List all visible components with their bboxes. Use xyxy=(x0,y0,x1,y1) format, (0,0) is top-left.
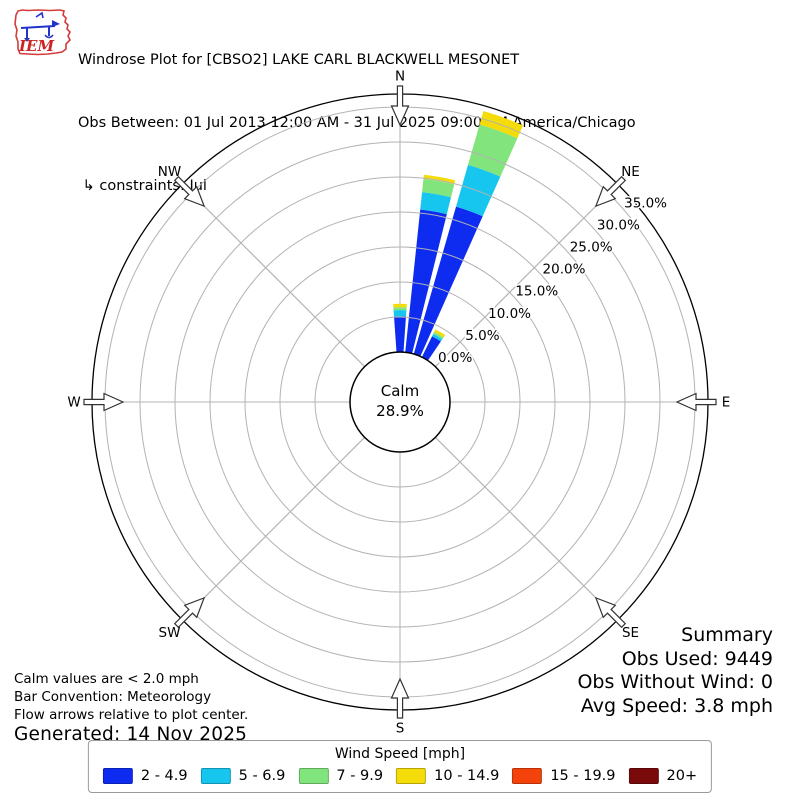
legend-item: 5 - 6.9 xyxy=(200,768,286,784)
ring-tick-label: 30.0% xyxy=(597,218,640,234)
iowa-outline-icon xyxy=(14,9,71,56)
flow-arrow-icon xyxy=(675,392,717,412)
plot-annotations: Calm values are < 2.0 mph Bar Convention… xyxy=(14,670,248,744)
iem-logo: IEM xyxy=(14,9,71,56)
flow-arrow-icon xyxy=(390,677,410,719)
summary-obs-used: Obs Used: 9449 xyxy=(621,647,773,670)
compass-label-sw: SW xyxy=(159,625,181,641)
compass-label-se: SE xyxy=(622,625,639,641)
bar-convention-note: Bar Convention: Meteorology xyxy=(14,689,212,705)
legend-swatch-icon xyxy=(102,768,133,784)
legend-item-label: 10 - 14.9 xyxy=(434,768,500,784)
wind-bar-segment xyxy=(393,310,407,317)
legend-title: Wind Speed [mph] xyxy=(334,746,466,762)
compass-label-n: N xyxy=(395,69,405,85)
flow-arrow-icon xyxy=(83,392,125,412)
calm-circle xyxy=(349,351,451,453)
percent-ring xyxy=(314,316,486,488)
wind-bar-segment xyxy=(420,192,452,215)
legend-item-label: 7 - 9.9 xyxy=(336,768,384,784)
legend-item: 15 - 19.9 xyxy=(512,768,616,784)
legend-swatch-icon xyxy=(512,768,543,784)
wind-bar-segment xyxy=(393,307,407,311)
legend-item: 20+ xyxy=(628,768,698,784)
legend-swatch-icon xyxy=(298,768,329,784)
legend-swatch-icon xyxy=(628,768,659,784)
ring-tick-label: 25.0% xyxy=(570,240,613,256)
wind-bar-segment xyxy=(393,303,407,308)
legend-swatch-icon xyxy=(200,768,231,784)
wind-bar-segment xyxy=(433,331,444,340)
percent-ring xyxy=(139,141,661,663)
percent-ring xyxy=(279,281,521,523)
legend-item-label: 15 - 19.9 xyxy=(550,768,616,784)
calm-value: 28.9% xyxy=(376,402,424,420)
generated-date: Generated: 14 Nov 2025 xyxy=(14,724,248,745)
legend-item-label: 5 - 6.9 xyxy=(238,768,286,784)
ring-tick-label: 20.0% xyxy=(543,262,586,278)
summary-title: Summary xyxy=(681,624,773,646)
flow-arrow-icon xyxy=(173,175,206,208)
legend-item-label: 2 - 4.9 xyxy=(140,768,188,784)
wind-speed-legend: Wind Speed [mph] 2 - 4.9 5 - 6.9 7 - 9.9 10… xyxy=(87,740,713,793)
flow-arrow-icon xyxy=(390,85,410,127)
ring-tick-label: 5.0% xyxy=(465,328,499,344)
wind-bar-segment xyxy=(405,209,447,354)
calm-label: Calm xyxy=(381,382,419,400)
legend-swatch-icon xyxy=(396,768,427,784)
legend-item: 7 - 9.9 xyxy=(298,768,383,784)
ring-tick-label: 0.0% xyxy=(438,350,472,366)
summary-avg-speed: Avg Speed: 3.8 mph xyxy=(580,694,773,717)
wind-bar-segment xyxy=(434,329,446,338)
plot-header: Windrose Plot for [CBSO2] LAKE CARL BLAC… xyxy=(78,8,636,218)
ring-tick-label: 15.0% xyxy=(515,284,558,300)
flow-arrow-icon xyxy=(594,175,627,208)
ring-tick-label: 10.0% xyxy=(488,306,531,322)
summary-block: Summary Obs Used: 9449 Obs Without Wind:… xyxy=(577,624,773,718)
compass-label-w: W xyxy=(67,395,80,411)
wind-bar-segment xyxy=(394,316,406,353)
compass-label-e: E xyxy=(722,395,731,411)
flow-arrows-note: Flow arrows relative to plot center. xyxy=(14,707,249,723)
page-title: Windrose Plot for [CBSO2] LAKE CARL BLAC… xyxy=(78,52,520,68)
summary-obs-without-wind: Obs Without Wind: 0 xyxy=(577,671,773,693)
weather-vane-icon xyxy=(20,11,60,42)
wind-bar-segment xyxy=(432,333,443,342)
legend-item: 10 - 14.9 xyxy=(396,768,499,784)
compass-label-ne: NE xyxy=(621,164,640,180)
percent-ring xyxy=(244,246,556,558)
calm-note: Calm values are < 2.0 mph xyxy=(14,671,199,687)
constraints-line: ↳ constraints: Jul xyxy=(78,178,207,194)
legend-item-label: 20+ xyxy=(666,768,698,784)
flow-arrow-icon xyxy=(173,596,206,629)
legend-item: 2 - 4.9 xyxy=(102,768,188,784)
wind-bar-segment xyxy=(422,178,455,198)
compass-label-nw: NW xyxy=(158,164,181,180)
percent-ring xyxy=(174,176,626,628)
legend-items: 2 - 4.9 5 - 6.9 7 - 9.9 10 - 14.9 15 - 19.9 2… xyxy=(102,768,698,784)
percent-ring xyxy=(209,211,591,593)
flow-arrow-icon xyxy=(594,596,627,629)
iem-logo-text: IEM xyxy=(18,37,54,55)
ring-tick-label: 35.0% xyxy=(624,196,667,212)
compass-label-s: S xyxy=(396,721,405,737)
wind-bar-segment xyxy=(421,336,441,361)
wind-bar-segment xyxy=(413,206,483,357)
wind-bar-segment xyxy=(467,124,518,177)
